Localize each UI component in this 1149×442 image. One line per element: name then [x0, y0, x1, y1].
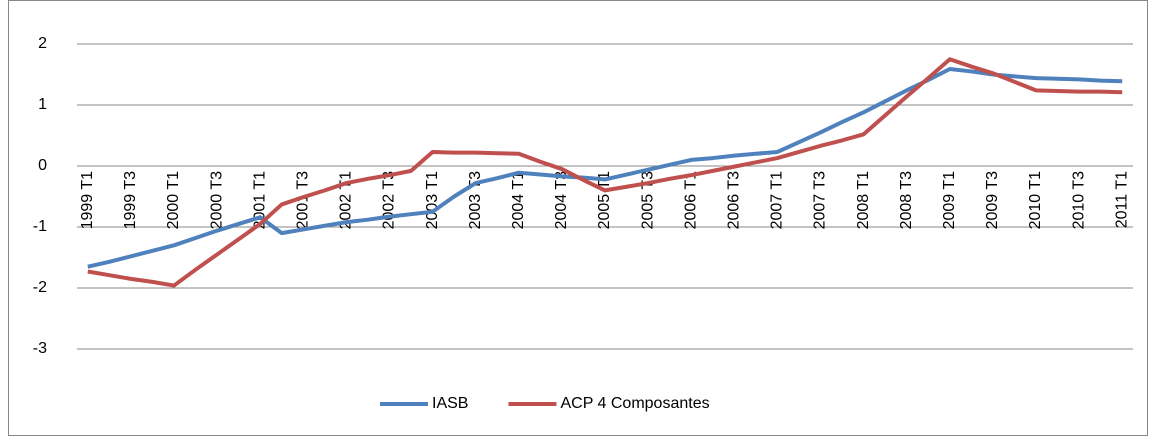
x-tick-label: 1999 T3 [122, 171, 139, 230]
x-tick-label: 1999 T1 [79, 171, 96, 230]
x-tick-label: 2003 T1 [424, 171, 441, 230]
y-tick-label: -1 [33, 218, 47, 235]
x-tick-label: 2006 T1 [682, 171, 699, 230]
y-tick-label: 1 [38, 96, 47, 113]
x-tick-label: 2010 T1 [1027, 171, 1044, 230]
x-tick-label: 2004 T3 [553, 171, 570, 230]
x-tick-label: 2006 T3 [726, 171, 743, 230]
legend-label: IASB [432, 395, 468, 412]
x-tick-label: 2010 T3 [1070, 171, 1087, 230]
chart-border [8, 0, 1148, 436]
y-tick-label: -3 [33, 340, 47, 357]
x-tick-label: 2003 T3 [467, 171, 484, 230]
x-tick-label: 2005 T3 [639, 171, 656, 230]
y-tick-label: 0 [38, 157, 47, 174]
series-line [87, 67, 1123, 269]
y-tick-label: -2 [33, 279, 47, 296]
series-line [87, 57, 1123, 288]
x-tick-label: 2005 T1 [596, 171, 613, 230]
x-tick-label: 2007 T1 [769, 171, 786, 230]
x-tick-label: 2011 T1 [1113, 171, 1130, 228]
x-tick-label: 2000 T3 [208, 171, 225, 230]
x-tick-label: 2008 T3 [898, 171, 915, 230]
x-tick-label: 2002 T3 [381, 171, 398, 230]
x-tick-label: 2000 T1 [165, 171, 182, 230]
legend-label: ACP 4 Composantes [560, 395, 709, 412]
x-tick-label: 2008 T1 [855, 171, 872, 230]
x-tick-label: 2009 T1 [941, 171, 958, 230]
x-tick-label: 2001 T1 [251, 171, 268, 230]
x-tick-label: 2009 T3 [984, 171, 1001, 230]
x-tick-label: 2001 T3 [295, 171, 312, 230]
x-tick-label: 2004 T1 [510, 171, 527, 230]
y-tick-label: 2 [38, 35, 47, 52]
x-tick-label: 2007 T3 [812, 171, 829, 230]
